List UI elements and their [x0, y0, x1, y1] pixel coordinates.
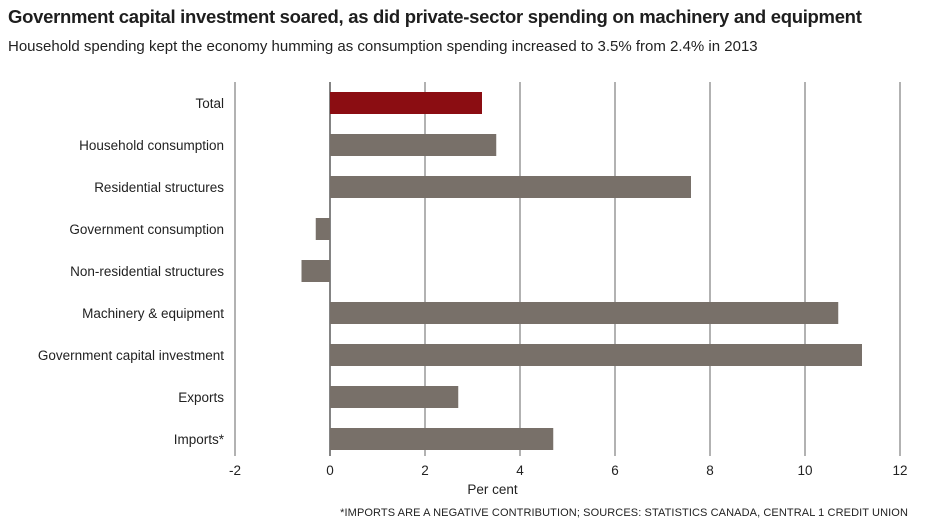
bar-2	[330, 176, 691, 198]
bar-0	[330, 92, 482, 114]
tick-label-5: 8	[706, 463, 714, 478]
footnote: *IMPORTS ARE A NEGATIVE CONTRIBUTION; SO…	[340, 507, 908, 519]
bar-8	[330, 428, 554, 450]
bar-3	[315, 218, 330, 240]
category-label-2: Residential structures	[94, 180, 224, 195]
tick-label-6: 10	[797, 463, 812, 478]
category-label-6: Government capital investment	[38, 348, 224, 363]
category-label-1: Household consumption	[79, 138, 224, 153]
category-label-3: Government consumption	[69, 222, 224, 237]
bar-7	[330, 386, 459, 408]
category-label-0: Total	[195, 96, 224, 111]
tick-label-2: 2	[421, 463, 429, 478]
tick-label-3: 4	[516, 463, 524, 478]
tick-label-7: 12	[892, 463, 907, 478]
bar-6	[330, 344, 862, 366]
category-label-7: Exports	[178, 390, 224, 405]
chart-subtitle: Household spending kept the economy humm…	[8, 38, 758, 55]
category-label-4: Non-residential structures	[70, 264, 224, 279]
category-label-8: Imports*	[174, 432, 225, 447]
x-axis-label: Per cent	[467, 482, 518, 497]
bar-5	[330, 302, 839, 324]
bar-1	[330, 134, 497, 156]
category-label-5: Machinery & equipment	[82, 306, 224, 321]
tick-label-0: -2	[229, 463, 241, 478]
tick-label-4: 6	[611, 463, 619, 478]
chart-title: Government capital investment soared, as…	[8, 6, 862, 27]
tick-label-1: 0	[326, 463, 334, 478]
bar-4	[301, 260, 330, 282]
